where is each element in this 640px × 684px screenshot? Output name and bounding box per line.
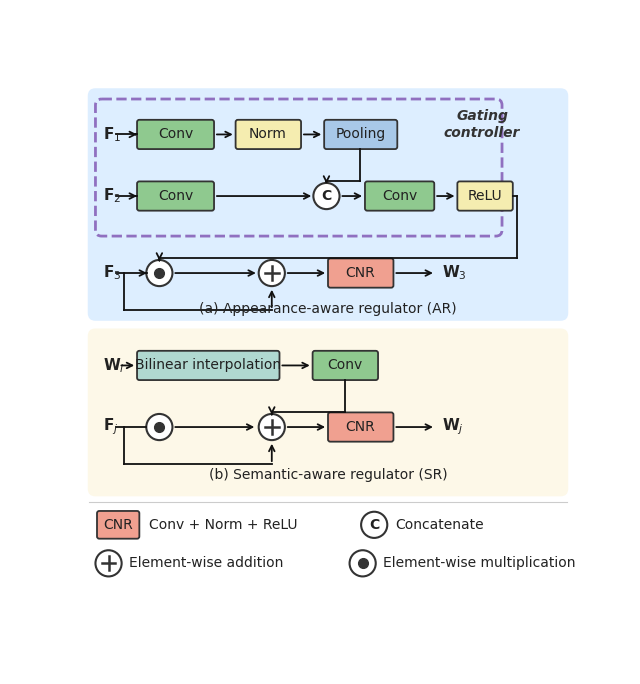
Text: $\mathbf{F}_3$: $\mathbf{F}_3$: [103, 264, 122, 282]
Text: Conv: Conv: [158, 127, 193, 142]
Text: $\mathbf{W}_j$: $\mathbf{W}_j$: [442, 417, 464, 437]
FancyBboxPatch shape: [137, 351, 280, 380]
Text: C: C: [321, 189, 332, 203]
Text: $\mathbf{W}_i$: $\mathbf{W}_i$: [103, 356, 125, 375]
Text: Conv: Conv: [327, 358, 363, 373]
FancyBboxPatch shape: [365, 181, 435, 211]
FancyBboxPatch shape: [137, 120, 214, 149]
FancyBboxPatch shape: [137, 181, 214, 211]
Circle shape: [361, 512, 387, 538]
Text: C: C: [369, 518, 380, 532]
FancyBboxPatch shape: [328, 412, 394, 442]
Text: $\mathbf{F}_2$: $\mathbf{F}_2$: [103, 187, 122, 205]
Text: $\mathbf{F}_j$: $\mathbf{F}_j$: [103, 417, 118, 437]
FancyBboxPatch shape: [328, 259, 394, 288]
FancyBboxPatch shape: [312, 351, 378, 380]
FancyBboxPatch shape: [324, 120, 397, 149]
Circle shape: [349, 550, 376, 577]
Text: (b) Semantic-aware regulator (SR): (b) Semantic-aware regulator (SR): [209, 468, 447, 482]
Circle shape: [259, 260, 285, 286]
FancyBboxPatch shape: [88, 88, 568, 321]
Text: Pooling: Pooling: [335, 127, 385, 142]
Text: Concatenate: Concatenate: [395, 518, 484, 532]
Text: $\mathbf{F}_1$: $\mathbf{F}_1$: [103, 125, 122, 144]
Circle shape: [147, 260, 172, 286]
Text: Bilinear interpolation: Bilinear interpolation: [135, 358, 281, 373]
Circle shape: [314, 183, 340, 209]
Text: Gating
controller: Gating controller: [444, 109, 520, 140]
Text: $\mathbf{W}_3$: $\mathbf{W}_3$: [442, 264, 467, 282]
Text: CNR: CNR: [346, 266, 375, 280]
FancyBboxPatch shape: [88, 328, 568, 497]
Circle shape: [147, 414, 172, 440]
Text: Conv: Conv: [158, 189, 193, 203]
Text: (a) Appearance-aware regulator (AR): (a) Appearance-aware regulator (AR): [199, 302, 457, 316]
FancyBboxPatch shape: [458, 181, 513, 211]
Text: CNR: CNR: [103, 518, 132, 532]
FancyBboxPatch shape: [97, 511, 140, 539]
FancyBboxPatch shape: [236, 120, 301, 149]
Text: Element-wise multiplication: Element-wise multiplication: [383, 556, 576, 570]
Text: Element-wise addition: Element-wise addition: [129, 556, 284, 570]
Text: CNR: CNR: [346, 420, 375, 434]
Text: ReLU: ReLU: [468, 189, 502, 203]
Text: Conv: Conv: [382, 189, 417, 203]
Text: Conv + Norm + ReLU: Conv + Norm + ReLU: [149, 518, 298, 532]
Circle shape: [95, 550, 122, 577]
Text: Norm: Norm: [249, 127, 287, 142]
Circle shape: [259, 414, 285, 440]
